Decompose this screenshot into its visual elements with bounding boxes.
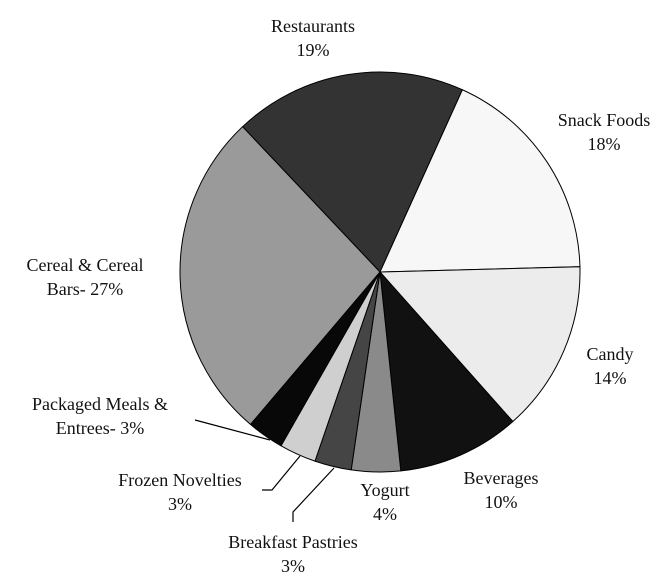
category-name: Packaged Meals & Entrees- [32, 394, 168, 438]
value-label: 19% [296, 40, 330, 60]
slice-label: Cereal & Cereal Bars- 27% [5, 253, 165, 301]
slice-label: Packaged Meals & Entrees- 3% [0, 392, 200, 440]
value-label: 3% [120, 418, 145, 438]
category-name: Breakfast Pastries [228, 532, 358, 552]
category-name: Cereal & Cereal Bars- [26, 255, 144, 299]
category-name: Candy [586, 344, 634, 364]
slice [379, 89, 581, 273]
slice-label: Breakfast Pastries 3% [203, 530, 383, 577]
category-name: Yogurt [360, 480, 410, 500]
slice [241, 71, 464, 273]
slice-label: Beverages 10% [441, 466, 561, 514]
slice-label: Yogurt 4% [345, 478, 425, 526]
slice-label: Snack Foods 18% [534, 108, 664, 156]
value-label: 27% [90, 279, 124, 299]
slice [179, 125, 381, 426]
leader-line [194, 419, 271, 441]
value-label: 3% [168, 494, 192, 514]
category-name: Snack Foods [557, 110, 651, 130]
value-label: 4% [373, 504, 397, 524]
slices [179, 71, 581, 473]
slice-label: Candy 14% [560, 342, 660, 390]
category-name: Frozen Novelties [118, 470, 242, 490]
category-name: Restaurants [271, 16, 355, 36]
leader-line [292, 467, 335, 522]
value-label: 18% [587, 134, 621, 154]
leader-line [262, 455, 301, 491]
slice [378, 266, 581, 423]
value-label: 14% [593, 368, 627, 388]
slice [379, 270, 514, 472]
slice-label: Frozen Novelties 3% [90, 468, 270, 516]
category-name: Beverages [463, 468, 539, 488]
value-label: 10% [484, 492, 518, 512]
value-label: 3% [281, 556, 305, 576]
slice-label: Restaurants 19% [238, 14, 388, 62]
